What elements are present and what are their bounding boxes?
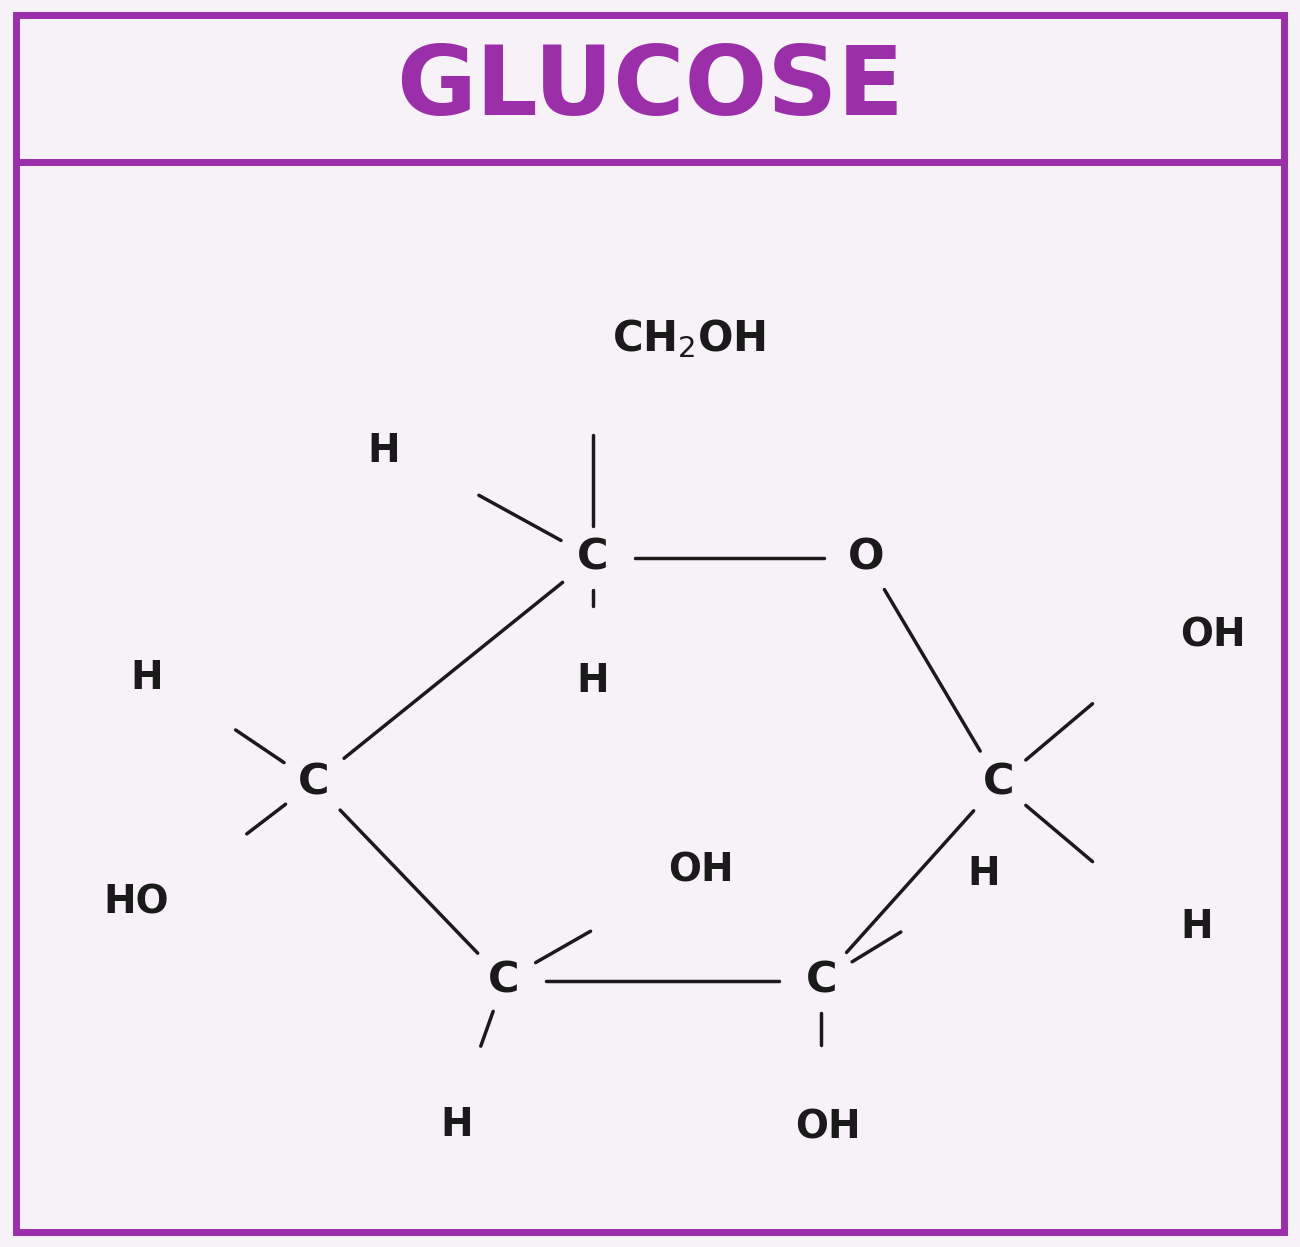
Text: H: H	[1180, 908, 1213, 946]
Text: C: C	[298, 762, 330, 803]
Text: H: H	[130, 658, 162, 697]
Text: OH: OH	[1180, 616, 1245, 653]
Text: H: H	[577, 662, 610, 700]
Text: H: H	[441, 1106, 473, 1143]
Text: HO: HO	[103, 883, 169, 922]
Text: H: H	[367, 431, 400, 470]
Text: C: C	[806, 960, 837, 1001]
Text: C: C	[489, 960, 520, 1001]
Text: C: C	[983, 762, 1015, 803]
Text: CH$_2$OH: CH$_2$OH	[612, 317, 766, 360]
Text: OH: OH	[668, 852, 733, 889]
Text: GLUCOSE: GLUCOSE	[396, 42, 904, 135]
Text: OH: OH	[794, 1109, 861, 1146]
Text: O: O	[848, 537, 884, 579]
Text: C: C	[577, 537, 608, 579]
Text: H: H	[967, 854, 1000, 893]
